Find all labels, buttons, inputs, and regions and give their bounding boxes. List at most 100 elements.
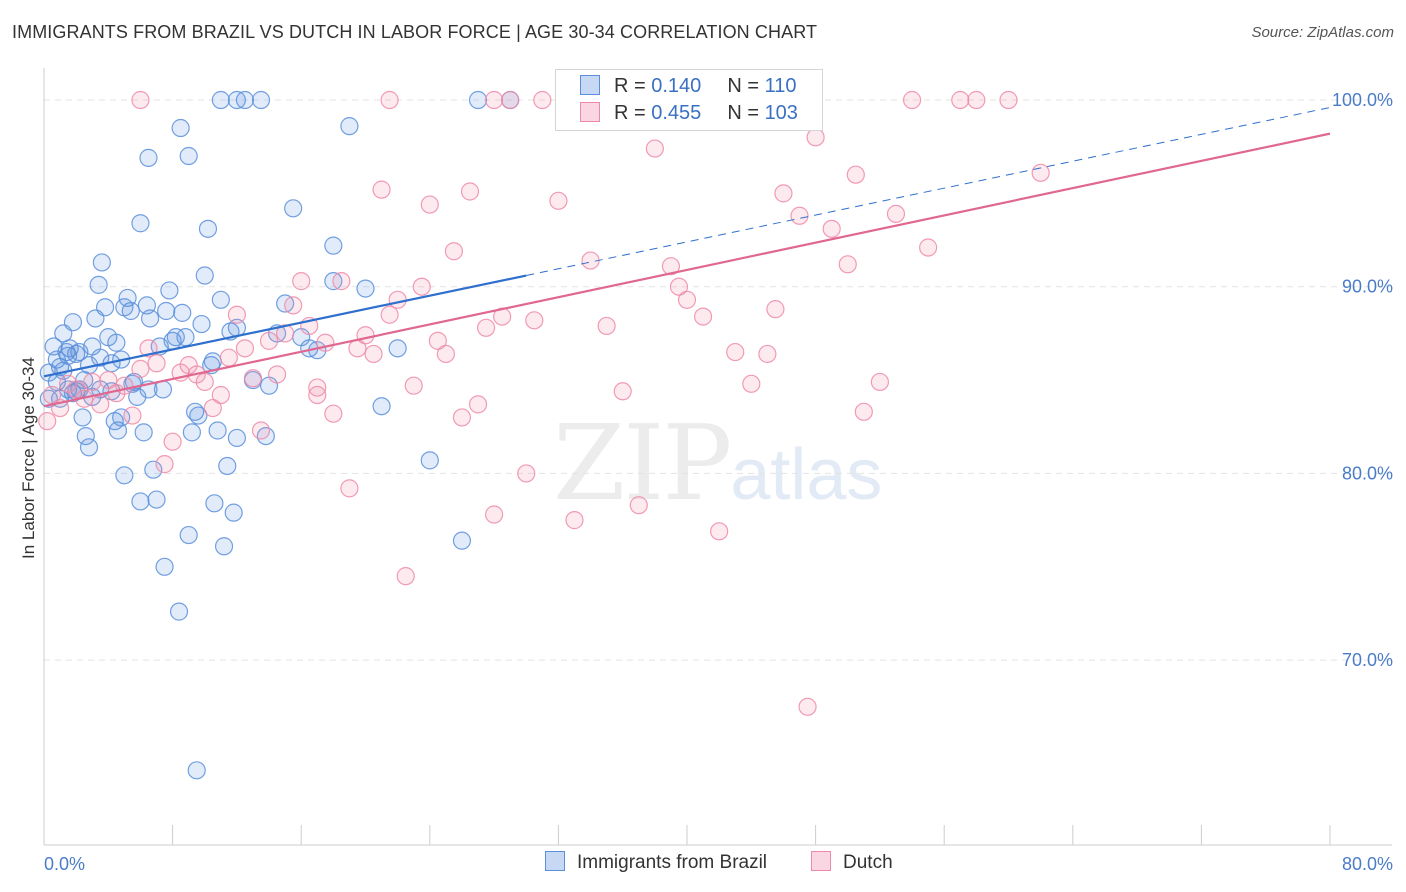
dutch-point — [380, 305, 399, 324]
brazil-point — [192, 314, 211, 334]
dutch-point — [155, 455, 174, 474]
y-tick-label: 80.0% — [1342, 463, 1393, 483]
brazil-point — [173, 303, 192, 322]
dutch-point — [388, 290, 407, 309]
dutch-point — [758, 344, 777, 364]
bottom-legend-swatch-brazil — [545, 851, 565, 871]
dutch-point — [661, 257, 681, 276]
brazil-point — [189, 406, 208, 425]
dutch-point — [999, 90, 1018, 110]
brazil-point — [155, 557, 174, 576]
trend-line-dutch — [43, 132, 1331, 408]
brazil-point — [169, 602, 189, 621]
dutch-point — [436, 344, 455, 364]
brazil-point — [420, 451, 439, 470]
legend-r-label: R = — [614, 75, 646, 97]
dutch-point — [806, 128, 825, 147]
brazil-point — [91, 348, 110, 367]
brazil-point — [131, 214, 150, 233]
dutch-point — [83, 372, 102, 392]
dutch-point — [501, 90, 520, 110]
dutch-point — [211, 385, 230, 405]
dutch-point — [163, 432, 182, 451]
dutch-point — [243, 369, 263, 388]
brazil-point — [356, 279, 375, 298]
legend-row-brazil: R = 0.140 N = 110 — [580, 75, 796, 101]
series-dutch-points — [38, 90, 1050, 716]
brazil-point — [63, 313, 83, 332]
brazil-point — [227, 428, 246, 448]
brazil-point — [340, 117, 359, 136]
brazil-point — [208, 421, 227, 440]
dutch-point — [774, 184, 793, 203]
brazil-point — [218, 456, 237, 476]
dutch-point — [267, 365, 287, 384]
bottom-legend-label-brazil: Immigrants from Brazil — [577, 852, 768, 873]
dutch-point — [726, 342, 745, 362]
bottom-legend-label-dutch: Dutch — [843, 852, 893, 873]
y-tick-label: 70.0% — [1342, 650, 1393, 670]
brazil-point — [324, 236, 343, 255]
dutch-point — [364, 344, 383, 364]
brazil-point — [452, 531, 472, 550]
dutch-point — [131, 359, 150, 378]
brazil-point — [134, 423, 153, 442]
trend-lines — [43, 106, 1331, 408]
trend-line-brazil-extension — [526, 106, 1331, 277]
brazil-point — [73, 408, 92, 427]
axes — [43, 68, 1392, 846]
dutch-point — [91, 395, 110, 414]
dutch-point — [919, 238, 938, 257]
dutch-point — [404, 376, 423, 395]
tick-labels: 70.0% 80.0% 90.0% 100.0% 0.0% 80.0% In Labor F… — [19, 90, 1393, 874]
dutch-point — [766, 300, 785, 319]
brazil-point — [121, 301, 140, 321]
brazil-point — [251, 90, 271, 110]
legend-row-dutch: R = 0.455 N = 103 — [580, 102, 798, 128]
dutch-point — [251, 421, 271, 440]
dutch-point — [396, 567, 415, 586]
dutch-point — [115, 376, 134, 395]
brazil-point — [198, 219, 218, 238]
dutch-point — [967, 90, 986, 110]
chart-source: Source: ZipAtlas.com — [1251, 24, 1394, 41]
brazil-point — [176, 328, 195, 347]
dutch-point — [645, 139, 664, 158]
brazil-point — [211, 290, 230, 309]
dutch-point — [693, 307, 713, 326]
brazil-point — [182, 423, 201, 442]
dutch-point — [340, 479, 359, 498]
legend-n-label: N = — [727, 102, 759, 124]
dutch-point — [710, 522, 729, 541]
dutch-point — [444, 242, 464, 261]
brazil-point — [187, 761, 206, 780]
watermark-atlas: atlas — [730, 435, 883, 515]
dutch-point — [854, 402, 873, 421]
dutch-point — [308, 385, 327, 405]
dutch-point — [38, 412, 57, 431]
dutch-point — [485, 90, 504, 110]
brazil-point — [95, 298, 115, 317]
dutch-point — [533, 90, 552, 110]
dutch-point — [870, 372, 890, 392]
legend-r-label: R = — [614, 102, 646, 124]
legend-swatch-dutch — [580, 102, 600, 122]
dutch-point — [356, 326, 375, 345]
legend-box: R = 0.140 N = 110 R = 0.455 N = 103 — [555, 69, 823, 131]
bottom-legend-dutch: Dutch — [811, 851, 893, 874]
dutch-point — [380, 90, 399, 110]
dutch-point — [677, 290, 697, 309]
brazil-point — [179, 146, 198, 166]
brazil-point — [112, 408, 131, 427]
x-tick-label-min: 0.0% — [44, 854, 85, 874]
dutch-point — [324, 404, 343, 423]
brazil-point — [256, 426, 275, 446]
dutch-point — [846, 165, 865, 184]
dutch-point — [219, 348, 238, 367]
brazil-point — [468, 90, 488, 110]
brazil-point — [205, 494, 224, 513]
brazil-point — [139, 148, 158, 167]
brazil-point — [107, 333, 126, 352]
chart-title: IMMIGRANTS FROM BRAZIL VS DUTCH IN LABOR… — [12, 22, 818, 42]
